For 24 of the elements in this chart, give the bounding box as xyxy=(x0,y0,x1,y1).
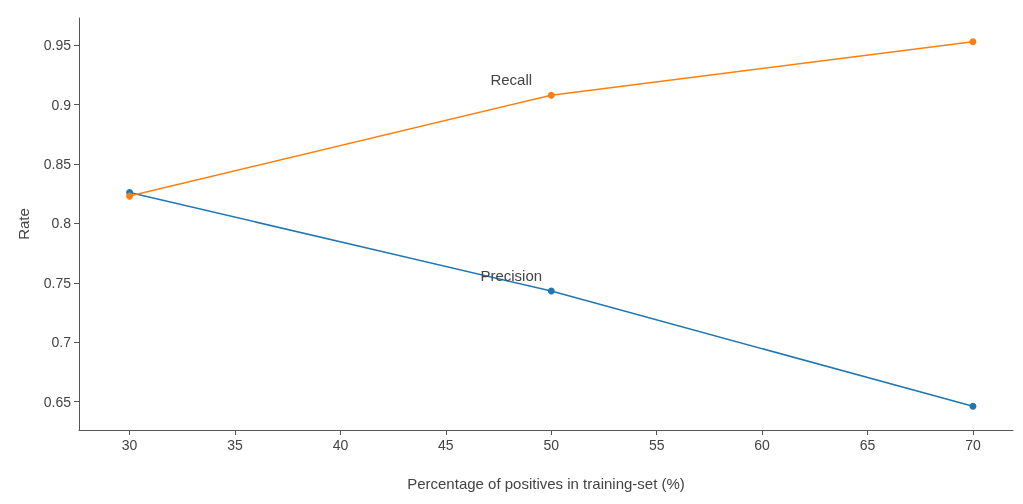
y-tick-label: 0.9 xyxy=(51,96,72,113)
series-label: Recall xyxy=(490,70,533,88)
y-tick-label: 0.7 xyxy=(51,334,72,351)
x-tick-label: 30 xyxy=(121,437,138,453)
x-tick-label: 35 xyxy=(227,437,244,453)
x-tick-label: 60 xyxy=(754,437,771,453)
x-tick-label: 45 xyxy=(438,437,454,453)
y-tick-label: 0.75 xyxy=(43,274,72,291)
y-tick-label: 0.95 xyxy=(43,37,72,54)
y-tick-label: 0.8 xyxy=(51,215,72,232)
x-tick-label: 70 xyxy=(965,437,981,453)
y-tick-label: 0.85 xyxy=(43,156,72,173)
point xyxy=(547,91,555,99)
point xyxy=(547,287,555,295)
x-tick-label: 65 xyxy=(859,437,876,453)
point xyxy=(969,402,977,410)
y-tick-label: 0.65 xyxy=(43,393,72,410)
x-tick-label: 50 xyxy=(543,437,560,453)
x-tick-label: 40 xyxy=(332,437,349,453)
x-axis-title: Percentage of positives in training-set (%) xyxy=(407,475,685,492)
series-label: Precision xyxy=(480,266,543,284)
x-tick-label: 55 xyxy=(648,437,665,453)
point xyxy=(969,38,977,46)
y-axis-title: Rate xyxy=(15,208,32,240)
